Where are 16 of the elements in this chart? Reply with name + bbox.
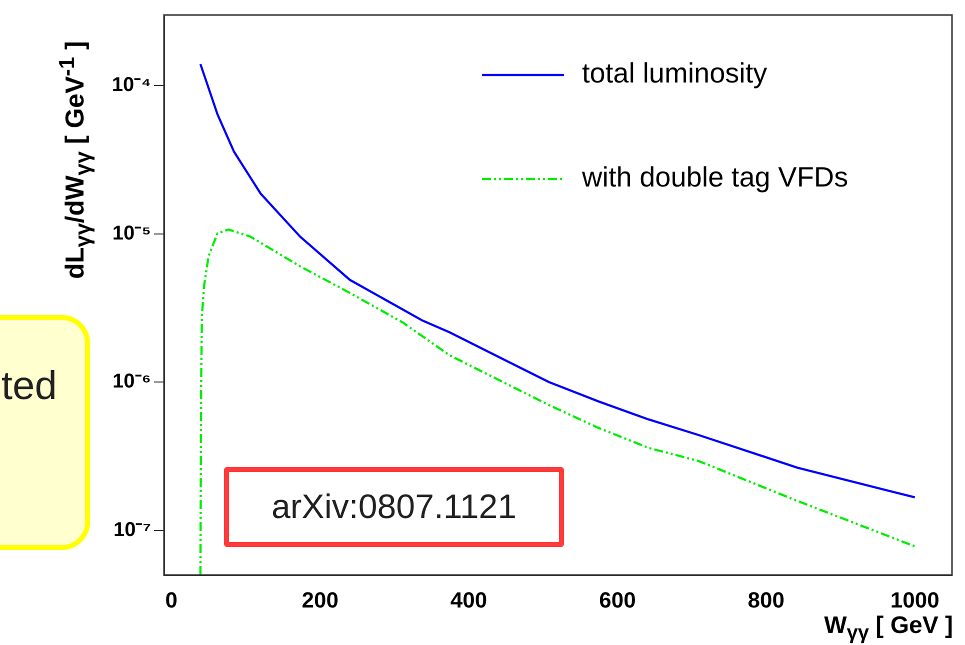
annotation: arXiv:0807.1121 (224, 467, 564, 547)
line-series (199, 228, 916, 575)
x-tick-label: 800 (748, 587, 785, 612)
y-tick-label: 10⁻⁷ (114, 518, 151, 541)
x-tick-label: 200 (302, 587, 338, 612)
legend-label: with double tag VFDs (581, 162, 848, 193)
y-tick-label: 10⁻⁶ (112, 370, 151, 393)
y-tick-label: 10⁻⁴ (112, 74, 151, 96)
y-tick-label: 10⁻⁵ (112, 222, 151, 244)
text: ted (0, 315, 90, 550)
x-axis-title: W$_{γγ}$ [ GeV ] (824, 612, 953, 645)
x-tick-label: 0 (165, 587, 178, 612)
x-tick-label: 600 (599, 587, 636, 612)
x-tick-label: 400 (450, 587, 488, 612)
legend-label: total luminosity (582, 58, 768, 89)
x-tick-label: 1000 (890, 587, 940, 612)
